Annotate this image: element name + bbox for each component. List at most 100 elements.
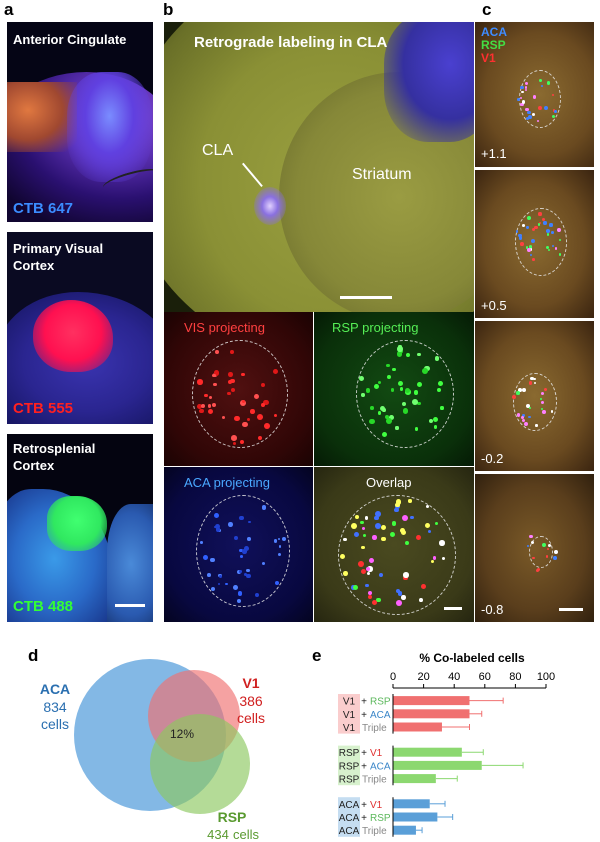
labeled-cell: [397, 380, 404, 387]
labeled-cell: [438, 381, 444, 387]
labeled-cell: [549, 223, 553, 227]
labeled-cell: [244, 545, 250, 551]
labeled-cell: [416, 382, 423, 388]
labeled-cells: [164, 467, 313, 622]
labeled-cell: [386, 417, 393, 424]
row-label-a: V1: [343, 697, 356, 708]
row-label-a: ACA: [339, 800, 360, 811]
labeled-cell: [554, 110, 558, 114]
labeled-cell: [534, 381, 537, 384]
x-tick-label: 20: [417, 671, 429, 683]
labeled-cell: [239, 439, 245, 444]
labeled-cell: [239, 516, 244, 521]
labeled-cell: [525, 246, 529, 249]
labeled-cell: [530, 253, 533, 256]
cla-boundary-ellipse: [192, 340, 288, 448]
venn-unit-aca: cells: [41, 716, 69, 732]
venn-diagram: ACA 834 cells V1 386 cells 12% RSP 434 c…: [40, 659, 265, 842]
labeled-cell: [352, 585, 358, 591]
labeled-cell: [522, 414, 526, 418]
panel-label-c: c: [482, 0, 492, 19]
labeled-cell: [380, 536, 386, 542]
labeled-cell: [428, 529, 432, 534]
labeled-cells: [164, 312, 313, 466]
labeled-cell: [551, 231, 554, 234]
labeled-cell: [212, 373, 216, 377]
row-label-a: V1: [343, 710, 356, 721]
labeled-cell: [391, 521, 397, 526]
labeled-cell: [538, 79, 542, 82]
labeled-cell: [214, 525, 218, 529]
cla-boundary-ellipse: [196, 495, 290, 607]
labeled-cell: [434, 521, 439, 526]
labeled-cell: [545, 555, 549, 558]
labeled-cell: [277, 537, 281, 541]
labeled-cell: [359, 376, 365, 382]
labeled-cell: [390, 388, 395, 392]
row-label-a: ACA: [339, 813, 360, 824]
bregma-coordinate: -0.2: [481, 451, 504, 466]
labeled-cell: [545, 228, 550, 233]
labeled-cell: [260, 382, 266, 387]
labeled-cell: [372, 535, 377, 540]
labeled-cell: [386, 363, 390, 367]
labeled-cell: [537, 223, 541, 227]
bar: [393, 709, 470, 719]
labeled-cell: [213, 512, 219, 518]
tracer-label: CTB 555: [13, 400, 74, 417]
labeled-cell: [543, 387, 548, 392]
labeled-cell: [551, 410, 554, 413]
labeled-cell: [401, 595, 406, 600]
labeled-cell: [232, 442, 236, 446]
labeled-cell: [367, 594, 372, 599]
labeled-cell: [525, 88, 528, 91]
group-label-background: [338, 797, 360, 837]
labeled-cell: [365, 583, 369, 588]
labeled-cell: [396, 600, 403, 606]
scale-bar: [559, 608, 583, 611]
panel-label-a: a: [4, 0, 14, 19]
cla-boundary-ellipse: [529, 536, 553, 568]
labeled-cell: [208, 404, 212, 408]
labeled-cell: [519, 236, 523, 240]
labeled-cell: [273, 414, 278, 418]
labeled-cell: [534, 225, 538, 230]
x-tick-label: 100: [537, 671, 555, 683]
labeled-cell: [368, 558, 374, 564]
labeled-cell: [528, 115, 533, 120]
scale-bar: [115, 604, 145, 607]
labeled-cell: [523, 422, 528, 427]
labeled-cell: [541, 543, 546, 548]
labeled-cell: [353, 532, 360, 538]
labeled-cell: [521, 224, 525, 228]
venn-center-percent: 12%: [170, 727, 194, 741]
labeled-cell: [242, 549, 247, 554]
row-label-a: ACA: [339, 826, 360, 837]
row-label-b: ACA: [370, 761, 391, 772]
labeled-cell: [387, 374, 392, 379]
subpanel-label: VIS projecting: [184, 320, 265, 335]
labeled-cell: [425, 504, 430, 509]
labeled-cell: [229, 350, 234, 355]
labeled-cell: [245, 568, 250, 573]
row-label-a: RSP: [339, 748, 360, 759]
venn-count-aca: 834: [43, 699, 67, 715]
legend-v1: V1: [481, 51, 496, 65]
labeled-cell: [239, 548, 243, 553]
labeled-cell: [375, 523, 382, 530]
labeled-cell: [405, 387, 411, 394]
panel-label-d: d: [28, 646, 39, 665]
labeled-cell: [213, 382, 217, 386]
labeled-cell: [261, 505, 267, 510]
labeled-cell: [531, 227, 535, 231]
tracer-signal-orange: [7, 82, 77, 152]
labeled-cell: [354, 514, 359, 519]
labeled-cell: [225, 582, 228, 586]
labeled-cell: [377, 411, 382, 415]
labeled-cell: [528, 407, 532, 410]
x-tick-label: 40: [448, 671, 460, 683]
cortex-section-image-right: [107, 504, 153, 622]
labeled-cell: [230, 388, 235, 393]
labeled-cell: [237, 569, 242, 574]
labeled-cell: [262, 562, 266, 566]
